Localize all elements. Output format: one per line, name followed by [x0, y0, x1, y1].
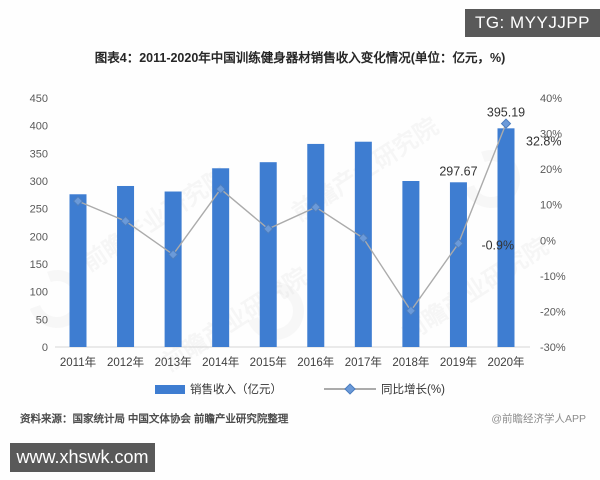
- revenue-bar-2020年: [497, 128, 515, 347]
- growth-marker-2020年: [500, 118, 512, 129]
- right-axis-tick: 10%: [540, 200, 562, 212]
- x-axis-label: 2018年: [392, 355, 429, 369]
- left-axis-tick: 0: [42, 342, 48, 354]
- growth-marker-2017年: [358, 232, 369, 244]
- revenue-bar-2011年: [69, 194, 87, 347]
- x-axis-label: 2017年: [345, 355, 382, 369]
- growth-marker-2018年: [405, 305, 417, 316]
- revenue-bar-2014年: [212, 168, 230, 347]
- legend-item-yoy-growth: 同比增长(%): [324, 381, 445, 397]
- x-axis-label: 2011年: [60, 355, 96, 369]
- left-axis-tick: 400: [30, 121, 48, 133]
- left-axis-tick: 200: [30, 231, 48, 243]
- right-axis-tick: -30%: [540, 342, 566, 354]
- x-axis-label: 2016年: [297, 355, 334, 369]
- x-axis-label: 2015年: [250, 355, 287, 369]
- left-axis-tick: 250: [30, 204, 48, 216]
- growth-marker-2015年: [263, 223, 274, 235]
- growth-line: [77, 123, 507, 312]
- right-axis-tick: -20%: [540, 306, 566, 318]
- right-axis-tick: 40%: [540, 93, 562, 105]
- revenue-bar-2013年: [164, 191, 182, 347]
- data-label: 32.8%: [526, 135, 561, 149]
- right-axis-tick: 30%: [540, 129, 562, 141]
- right-axis-tick: 0%: [540, 235, 556, 247]
- revenue-bar-2018年: [402, 181, 420, 347]
- diamond-marker-icon: [344, 383, 356, 395]
- line-series-swatch: [324, 383, 377, 395]
- revenue-bar-2017年: [354, 141, 372, 347]
- growth-marker-2019年: [453, 238, 464, 249]
- legend-label-sales-revenue: 销售收入（亿元）: [190, 384, 283, 396]
- data-label: 297.67: [439, 164, 477, 178]
- left-axis-tick: 450: [30, 93, 48, 105]
- bar-series-swatch: [155, 384, 186, 394]
- data-source-text: 资料来源：国家统计局 中国文体协会 前瞻产业研究院整理: [20, 413, 289, 425]
- growth-marker-2013年: [167, 249, 179, 260]
- x-axis-label: 2019年: [440, 355, 477, 369]
- growth-marker-2011年: [72, 195, 84, 207]
- left-axis-tick: 100: [30, 287, 48, 299]
- growth-marker-2016年: [310, 201, 321, 213]
- data-label: 395.19: [487, 106, 525, 120]
- chart-legend: 销售收入（亿元） 同比增长(%): [0, 381, 600, 397]
- x-axis-label: 2012年: [107, 355, 144, 369]
- website-watermark: www.xhswk.com: [10, 443, 155, 472]
- x-axis-label: 2013年: [155, 355, 192, 369]
- right-axis-tick: -10%: [540, 271, 566, 283]
- left-axis-tick: 50: [36, 314, 48, 326]
- data-label: -0.9%: [481, 238, 514, 252]
- revenue-bar-2016年: [307, 143, 325, 347]
- growth-marker-2014年: [215, 183, 226, 195]
- growth-marker-2012年: [120, 215, 131, 227]
- telegram-badge: TG: MYYJJPP: [465, 9, 600, 37]
- left-axis-tick: 350: [30, 148, 48, 160]
- revenue-bar-2019年: [449, 182, 467, 347]
- left-axis-tick: 300: [30, 176, 48, 188]
- publisher-credit: @前瞻经济学人APP: [491, 413, 586, 425]
- left-axis-tick: 150: [30, 259, 48, 271]
- chart-title: 图表4：2011-2020年中国训练健身器材销售收入变化情况(单位：亿元，%): [94, 51, 506, 65]
- revenue-bar-2015年: [259, 162, 277, 347]
- x-axis-label: 2020年: [487, 355, 524, 369]
- right-axis-tick: 20%: [540, 164, 562, 176]
- legend-item-sales-revenue: 销售收入（亿元）: [155, 381, 282, 397]
- legend-label-yoy-growth: 同比增长(%): [381, 384, 445, 396]
- revenue-bar-2012年: [117, 185, 135, 347]
- x-axis-label: 2014年: [202, 355, 239, 369]
